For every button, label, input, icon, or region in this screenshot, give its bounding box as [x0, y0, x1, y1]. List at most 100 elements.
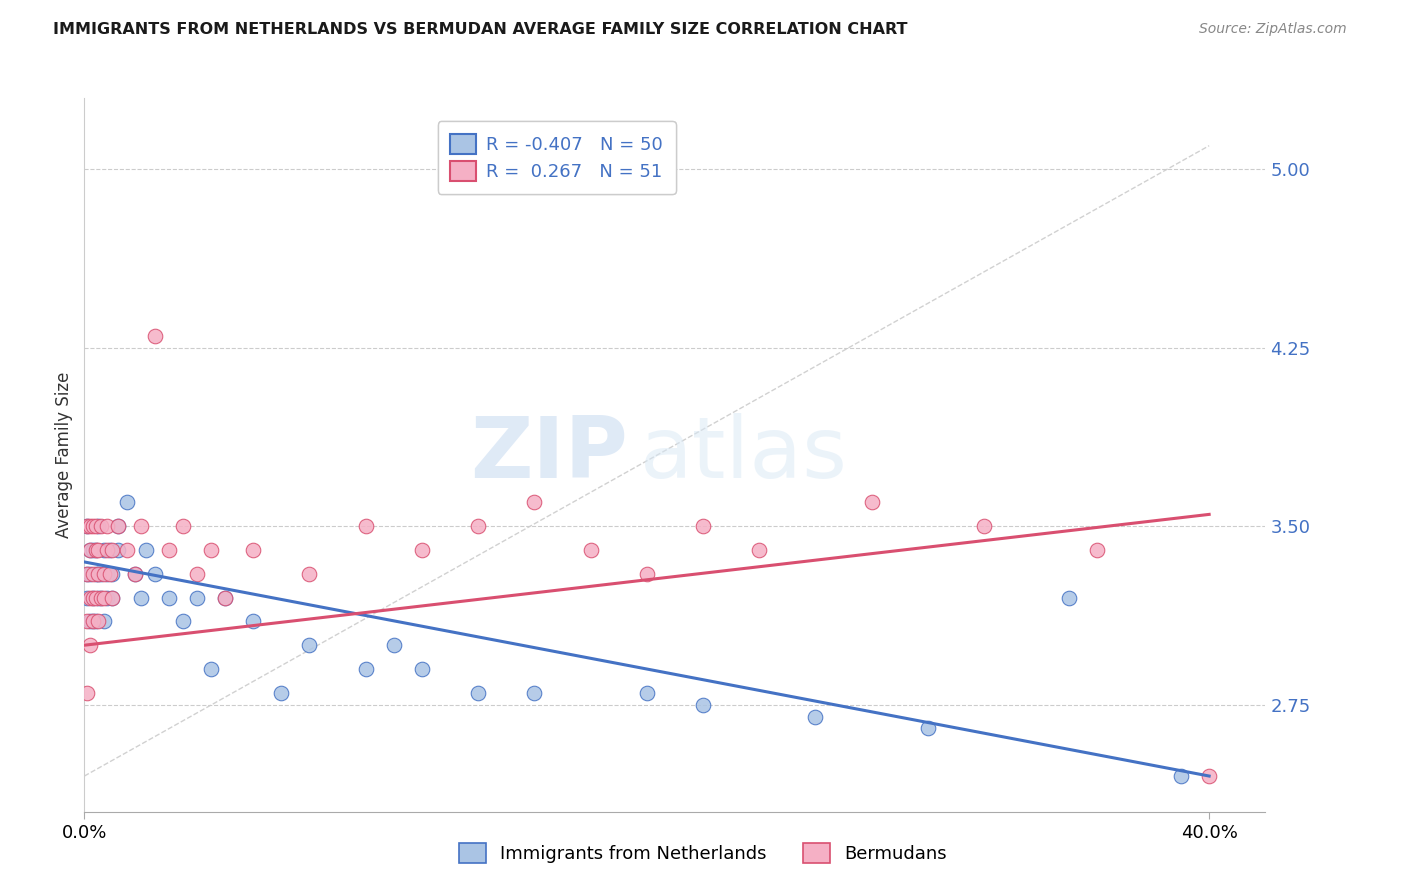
Point [804, 709, 827, 723]
Point [354, 519, 377, 533]
Point [860, 495, 883, 509]
Point [79, 615, 101, 629]
Point [79, 591, 101, 605]
Point [1170, 769, 1192, 783]
Point [523, 686, 546, 700]
Text: atlas: atlas [640, 413, 848, 497]
Point [93, 615, 115, 629]
Point [143, 329, 166, 343]
Point [298, 566, 321, 581]
Point [101, 566, 124, 581]
Point [98, 566, 121, 581]
Point [200, 543, 222, 558]
Point [84, 543, 107, 558]
Point [242, 615, 264, 629]
Point [917, 722, 939, 736]
Point [636, 566, 658, 581]
Point [84, 519, 107, 533]
Point [93, 566, 115, 581]
Point [76, 519, 98, 533]
Point [214, 591, 236, 605]
Point [692, 519, 714, 533]
Point [523, 495, 546, 509]
Point [200, 662, 222, 676]
Point [692, 698, 714, 712]
Point [129, 591, 152, 605]
Point [90, 591, 112, 605]
Point [107, 543, 129, 558]
Point [87, 591, 110, 605]
Point [242, 543, 264, 558]
Point [135, 543, 157, 558]
Point [87, 566, 110, 581]
Point [101, 591, 124, 605]
Point [157, 543, 180, 558]
Point [270, 686, 292, 700]
Point [87, 519, 110, 533]
Point [1198, 769, 1220, 783]
Point [82, 543, 104, 558]
Point [467, 519, 489, 533]
Point [115, 543, 138, 558]
Point [143, 566, 166, 581]
Point [90, 519, 112, 533]
Text: Source: ZipAtlas.com: Source: ZipAtlas.com [1199, 22, 1347, 37]
Text: IMMIGRANTS FROM NETHERLANDS VS BERMUDAN AVERAGE FAMILY SIZE CORRELATION CHART: IMMIGRANTS FROM NETHERLANDS VS BERMUDAN … [53, 22, 908, 37]
Point [84, 543, 107, 558]
Point [76, 566, 98, 581]
Point [82, 615, 104, 629]
Point [84, 566, 107, 581]
Point [1085, 543, 1108, 558]
Point [93, 543, 115, 558]
Point [129, 519, 152, 533]
Point [96, 566, 118, 581]
Point [82, 566, 104, 581]
Point [90, 591, 112, 605]
Point [107, 519, 129, 533]
Point [973, 519, 995, 533]
Point [214, 591, 236, 605]
Point [96, 591, 118, 605]
Point [76, 615, 98, 629]
Point [84, 615, 107, 629]
Point [87, 615, 110, 629]
Point [186, 566, 208, 581]
Point [90, 566, 112, 581]
Point [79, 638, 101, 652]
Point [82, 591, 104, 605]
Point [76, 686, 98, 700]
Point [411, 662, 433, 676]
Point [172, 519, 194, 533]
Legend: Immigrants from Netherlands, Bermudans: Immigrants from Netherlands, Bermudans [451, 836, 955, 871]
Point [411, 543, 433, 558]
Point [87, 566, 110, 581]
Point [79, 543, 101, 558]
Point [79, 543, 101, 558]
Legend: R = -0.407   N = 50, R =  0.267   N = 51: R = -0.407 N = 50, R = 0.267 N = 51 [437, 121, 676, 194]
Point [93, 591, 115, 605]
Point [98, 543, 121, 558]
Point [96, 519, 118, 533]
Point [87, 543, 110, 558]
Point [79, 566, 101, 581]
Point [186, 591, 208, 605]
Point [101, 591, 124, 605]
Point [1057, 591, 1080, 605]
Point [157, 591, 180, 605]
Point [172, 615, 194, 629]
Point [748, 543, 770, 558]
Point [115, 495, 138, 509]
Point [76, 566, 98, 581]
Point [382, 638, 405, 652]
Text: ZIP: ZIP [470, 413, 627, 497]
Point [101, 543, 124, 558]
Y-axis label: Average Family Size: Average Family Size [55, 372, 73, 538]
Point [82, 519, 104, 533]
Point [467, 686, 489, 700]
Point [354, 662, 377, 676]
Point [84, 591, 107, 605]
Point [124, 566, 146, 581]
Point [82, 591, 104, 605]
Point [107, 519, 129, 533]
Point [298, 638, 321, 652]
